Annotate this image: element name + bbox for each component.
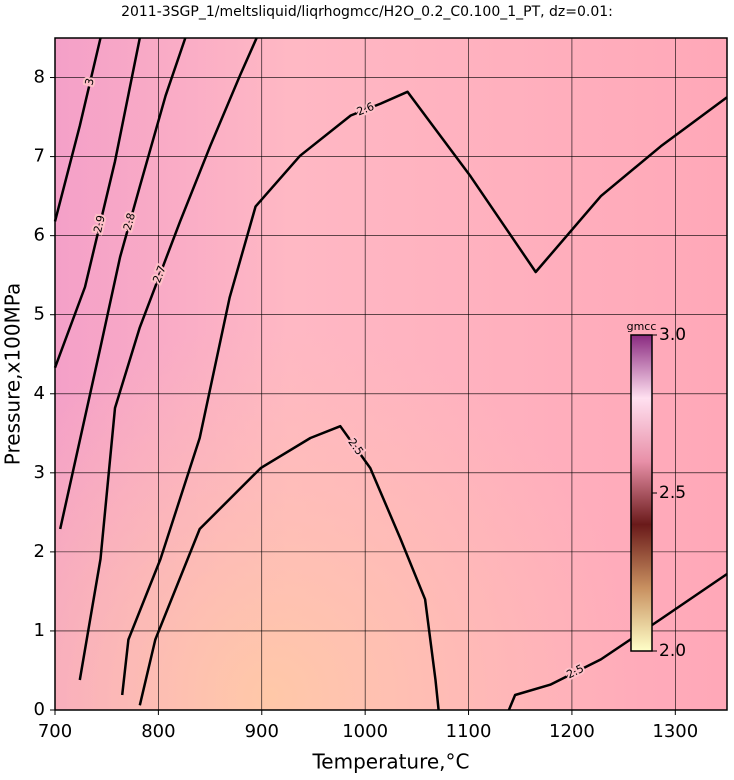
chart-title: 2011-3SGP_1/meltsliquid/liqrhogmcc/H2O_0… (121, 4, 613, 20)
x-tick-label: 700 (38, 721, 72, 742)
contour-line (78, 37, 258, 681)
x-tick-label: 1200 (549, 721, 595, 742)
y-tick-label: 7 (34, 146, 45, 167)
colorbar-tick-label: 2.5 (659, 483, 686, 503)
contour-line (53, 37, 142, 369)
contour-line (58, 37, 187, 530)
colorbar (630, 334, 653, 652)
y-axis-label: Pressure,x100MPa (1, 283, 25, 465)
contour-line (507, 572, 728, 711)
y-tick-label: 5 (34, 304, 45, 325)
colorbar-tick-label: 3.0 (659, 325, 686, 345)
y-tick-label: 3 (34, 462, 45, 483)
x-axis-label: Temperature,°C (311, 750, 469, 774)
contour-line (120, 90, 728, 696)
contour-label: 2.9 (91, 214, 108, 234)
plot-shading (55, 38, 727, 710)
x-tick-label: 900 (245, 721, 279, 742)
y-tick-label: 1 (34, 620, 45, 641)
contour-line (53, 37, 102, 222)
plot-frame (54, 37, 728, 711)
y-tick-label: 8 (34, 67, 45, 88)
y-tick-label: 0 (34, 699, 45, 720)
x-tick-label: 1000 (342, 721, 388, 742)
x-tick-label: 800 (141, 721, 175, 742)
y-tick-label: 4 (34, 383, 45, 404)
x-tick-label: 1300 (652, 721, 698, 742)
y-tick-label: 2 (34, 541, 45, 562)
colorbar-label: gmcc (627, 320, 657, 333)
contour-line (138, 424, 440, 711)
colorbar-tick-label: 2.0 (659, 641, 686, 661)
y-tick-label: 6 (34, 225, 45, 246)
x-tick-label: 1100 (446, 721, 492, 742)
